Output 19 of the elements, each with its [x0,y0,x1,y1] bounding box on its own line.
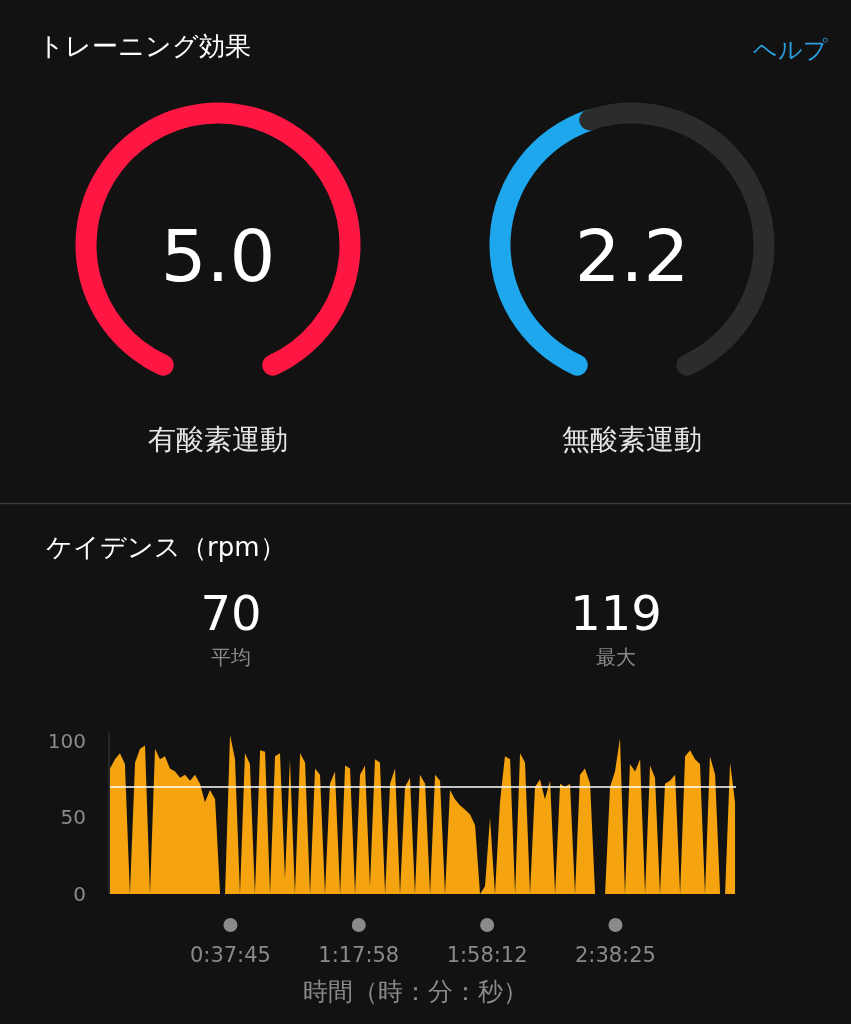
y-tick-label: 50 [60,805,86,830]
x-tick-label: 0:37:45 [189,943,271,967]
y-tick-label: 100 [47,728,86,753]
text: 2.2 [574,214,690,298]
x-tick-label: 2:38:25 [574,943,656,967]
data-label: 5.0 [160,214,276,298]
y-tick-label: 0 [73,882,86,906]
text: 無酸素運動 [562,423,702,456]
chart-title: ケイデンス（rpm） [46,532,286,562]
chart-title: トレーニング効果 [38,31,251,61]
text: 有酸素運動 [148,423,288,456]
x-axis-title: 時間（時：分：秒） [302,977,528,1006]
text: 最大 [596,645,636,669]
text: ヘルプ [753,36,828,64]
text: 70 [200,585,262,641]
x-tick-label: 1:58:12 [446,943,528,967]
text: 119 [570,585,662,641]
text: 平均 [211,645,251,669]
x-tick-label: 1:17:58 [318,943,400,967]
